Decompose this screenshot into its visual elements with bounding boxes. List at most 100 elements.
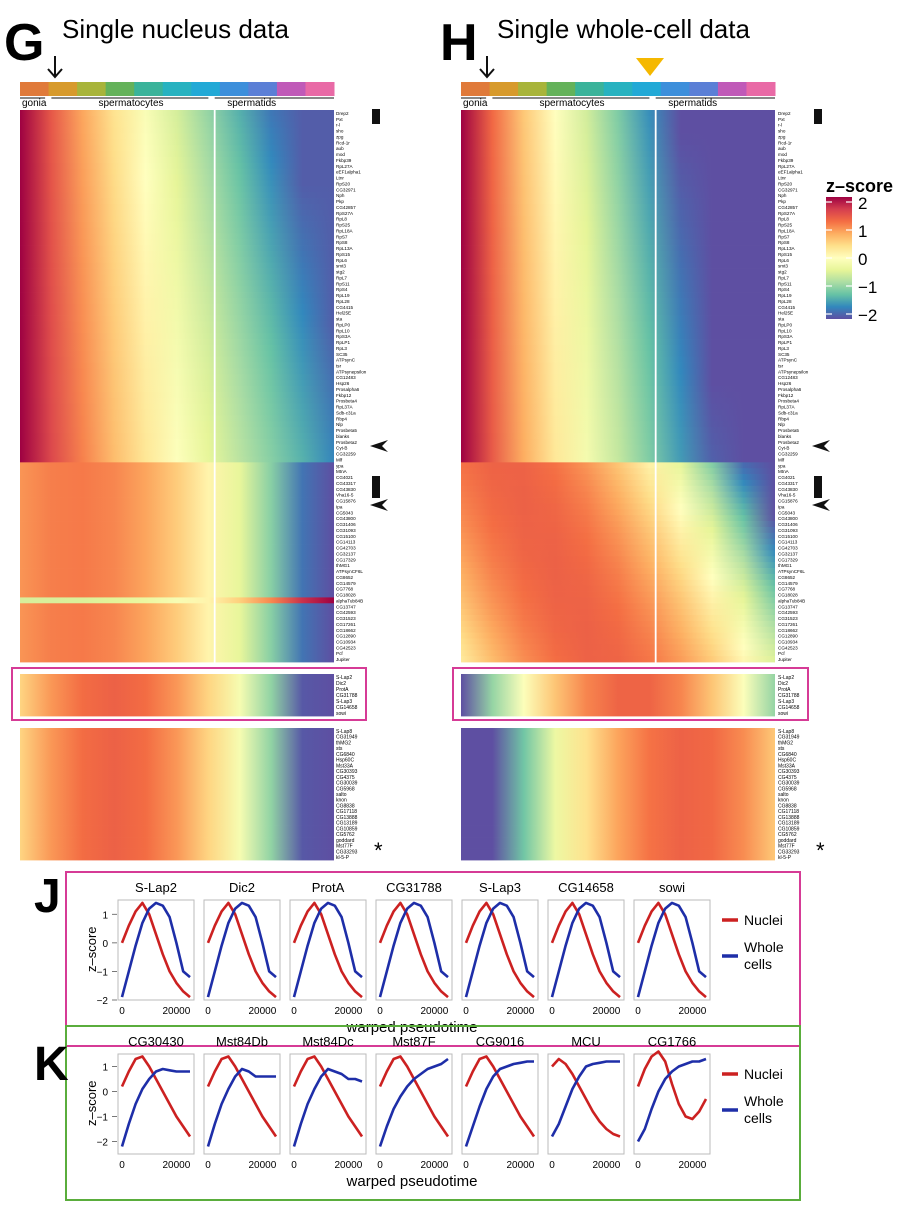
series-line-nuclei	[292, 1055, 364, 1138]
gene-label: Pcf	[336, 651, 343, 656]
gene-label: Prosbeta2	[778, 440, 799, 445]
gene-label: RpS20	[336, 181, 350, 186]
gene-label: CG17118	[336, 809, 357, 815]
heatmap-row	[20, 620, 334, 628]
gene-label: CG12890	[336, 634, 356, 639]
gene-label: knon	[778, 798, 789, 804]
gene-label: thMG1	[778, 563, 792, 568]
down-arrow-icon	[47, 56, 63, 79]
gene-label: RpS3A	[336, 334, 351, 339]
gene-label: CG14579	[336, 581, 356, 586]
heatmap-row	[461, 808, 775, 815]
stage-color-segment	[305, 82, 335, 96]
heatmap-row	[20, 209, 334, 217]
gene-label: CG8652	[336, 575, 354, 580]
arrowhead-marker-icon	[370, 440, 388, 452]
gene-label: CG33293	[336, 849, 358, 855]
gene-label: Nlp	[778, 422, 785, 427]
gene-label: MtnA	[778, 469, 790, 474]
gene-label: CG12483	[336, 375, 356, 380]
gene-label: Hsp60C	[778, 758, 796, 764]
heatmap-row	[20, 133, 334, 140]
legend-nuclei: Nuclei	[744, 912, 783, 928]
heatmap-row	[20, 280, 334, 287]
gene-label: ypa	[336, 463, 344, 468]
heatmap-row	[20, 198, 334, 205]
gene-label: Hsp26	[778, 381, 792, 386]
x-tick-label: 0	[205, 1160, 211, 1171]
heatmap-row	[20, 692, 334, 699]
gene-label: CG17329	[336, 557, 356, 562]
heatmap-row	[461, 674, 775, 681]
gene-label: RpS11	[336, 281, 350, 286]
heatmap-row	[461, 842, 775, 849]
gene-label: RpS8	[336, 240, 348, 245]
heatmap-row	[20, 168, 334, 175]
subplot-Mst84Dc: Mst84Dc 0 20000	[289, 1034, 367, 1171]
gene-label: RpL37A	[778, 405, 796, 410]
heatmap-row	[461, 550, 775, 557]
x-tick-label: 0	[635, 1160, 641, 1171]
gene-label: Mst33A	[778, 763, 796, 769]
heatmap-row	[20, 110, 334, 117]
heatmap-row	[20, 585, 334, 592]
heatmap-row	[20, 791, 334, 798]
x-axis-label: warped pseudotime	[346, 1173, 478, 1190]
heatmap-row	[20, 262, 334, 269]
gene-label: sowi	[778, 711, 788, 717]
subplot-CG14658: CG14658 0 20000	[547, 880, 625, 1017]
subplot-Dic2: Dic2 0 20000	[203, 880, 281, 1017]
heatmap-row	[461, 802, 775, 809]
heatmap-row	[461, 444, 775, 451]
heatmap-row	[20, 233, 334, 240]
heatmap-row	[20, 180, 334, 187]
heatmap-row	[20, 162, 334, 170]
heatmap-row	[20, 842, 334, 849]
heatmap-row	[461, 739, 775, 746]
heatmap-row	[461, 227, 775, 234]
gene-label: CG31788	[778, 693, 800, 699]
gene-label: CG31949	[778, 735, 800, 741]
heatmap-row	[461, 456, 775, 463]
heatmap-row	[461, 356, 775, 363]
gene-label: CG14579	[778, 581, 798, 586]
x-tick-label: 20000	[420, 1160, 448, 1171]
heatmap-row	[20, 509, 334, 516]
gene-label: CG43800	[336, 516, 356, 521]
heatmap-row	[461, 585, 775, 592]
heatmap-row	[461, 609, 775, 616]
heatmap-row	[461, 327, 775, 334]
heatmap-row	[461, 339, 775, 346]
heatmap-row	[461, 391, 775, 399]
heatmap-row	[20, 456, 334, 463]
heatmap-row	[461, 374, 775, 381]
subplot-title: Mst87F	[392, 1034, 435, 1049]
heatmap-row	[20, 497, 334, 504]
heatmap-row	[461, 848, 775, 855]
gene-label: CG31406	[336, 522, 356, 527]
heatmap-row	[20, 121, 334, 129]
gene-label: CG17261	[336, 622, 356, 627]
colorbar-tick-label: 1	[858, 222, 867, 241]
heatmap-row	[461, 521, 775, 528]
gene-label: CG13189	[336, 821, 358, 827]
heatmap-row	[20, 609, 334, 616]
stage-color-segment	[717, 82, 747, 96]
heatmap-row	[461, 710, 775, 717]
heatmap-row	[20, 814, 334, 821]
gene-label: CG30393	[336, 769, 358, 775]
y-tick-label: −2	[97, 1138, 109, 1149]
arrowhead-marker-icon	[812, 440, 830, 452]
gene-label: Rbp4	[336, 416, 347, 421]
series-line-nuclei	[120, 1055, 192, 1138]
gene-label: Jupiter	[336, 657, 350, 662]
heatmap-row	[461, 233, 775, 240]
heatmap-row	[20, 515, 334, 522]
y-tick-label: 0	[102, 939, 108, 950]
heatmap-row	[461, 221, 775, 228]
heatmap-row	[461, 450, 775, 457]
gene-label: RpL19	[336, 293, 350, 298]
gene-label: Pcf	[778, 651, 785, 656]
gene-label: RpL28	[336, 299, 350, 304]
heatmap-row	[20, 245, 334, 252]
